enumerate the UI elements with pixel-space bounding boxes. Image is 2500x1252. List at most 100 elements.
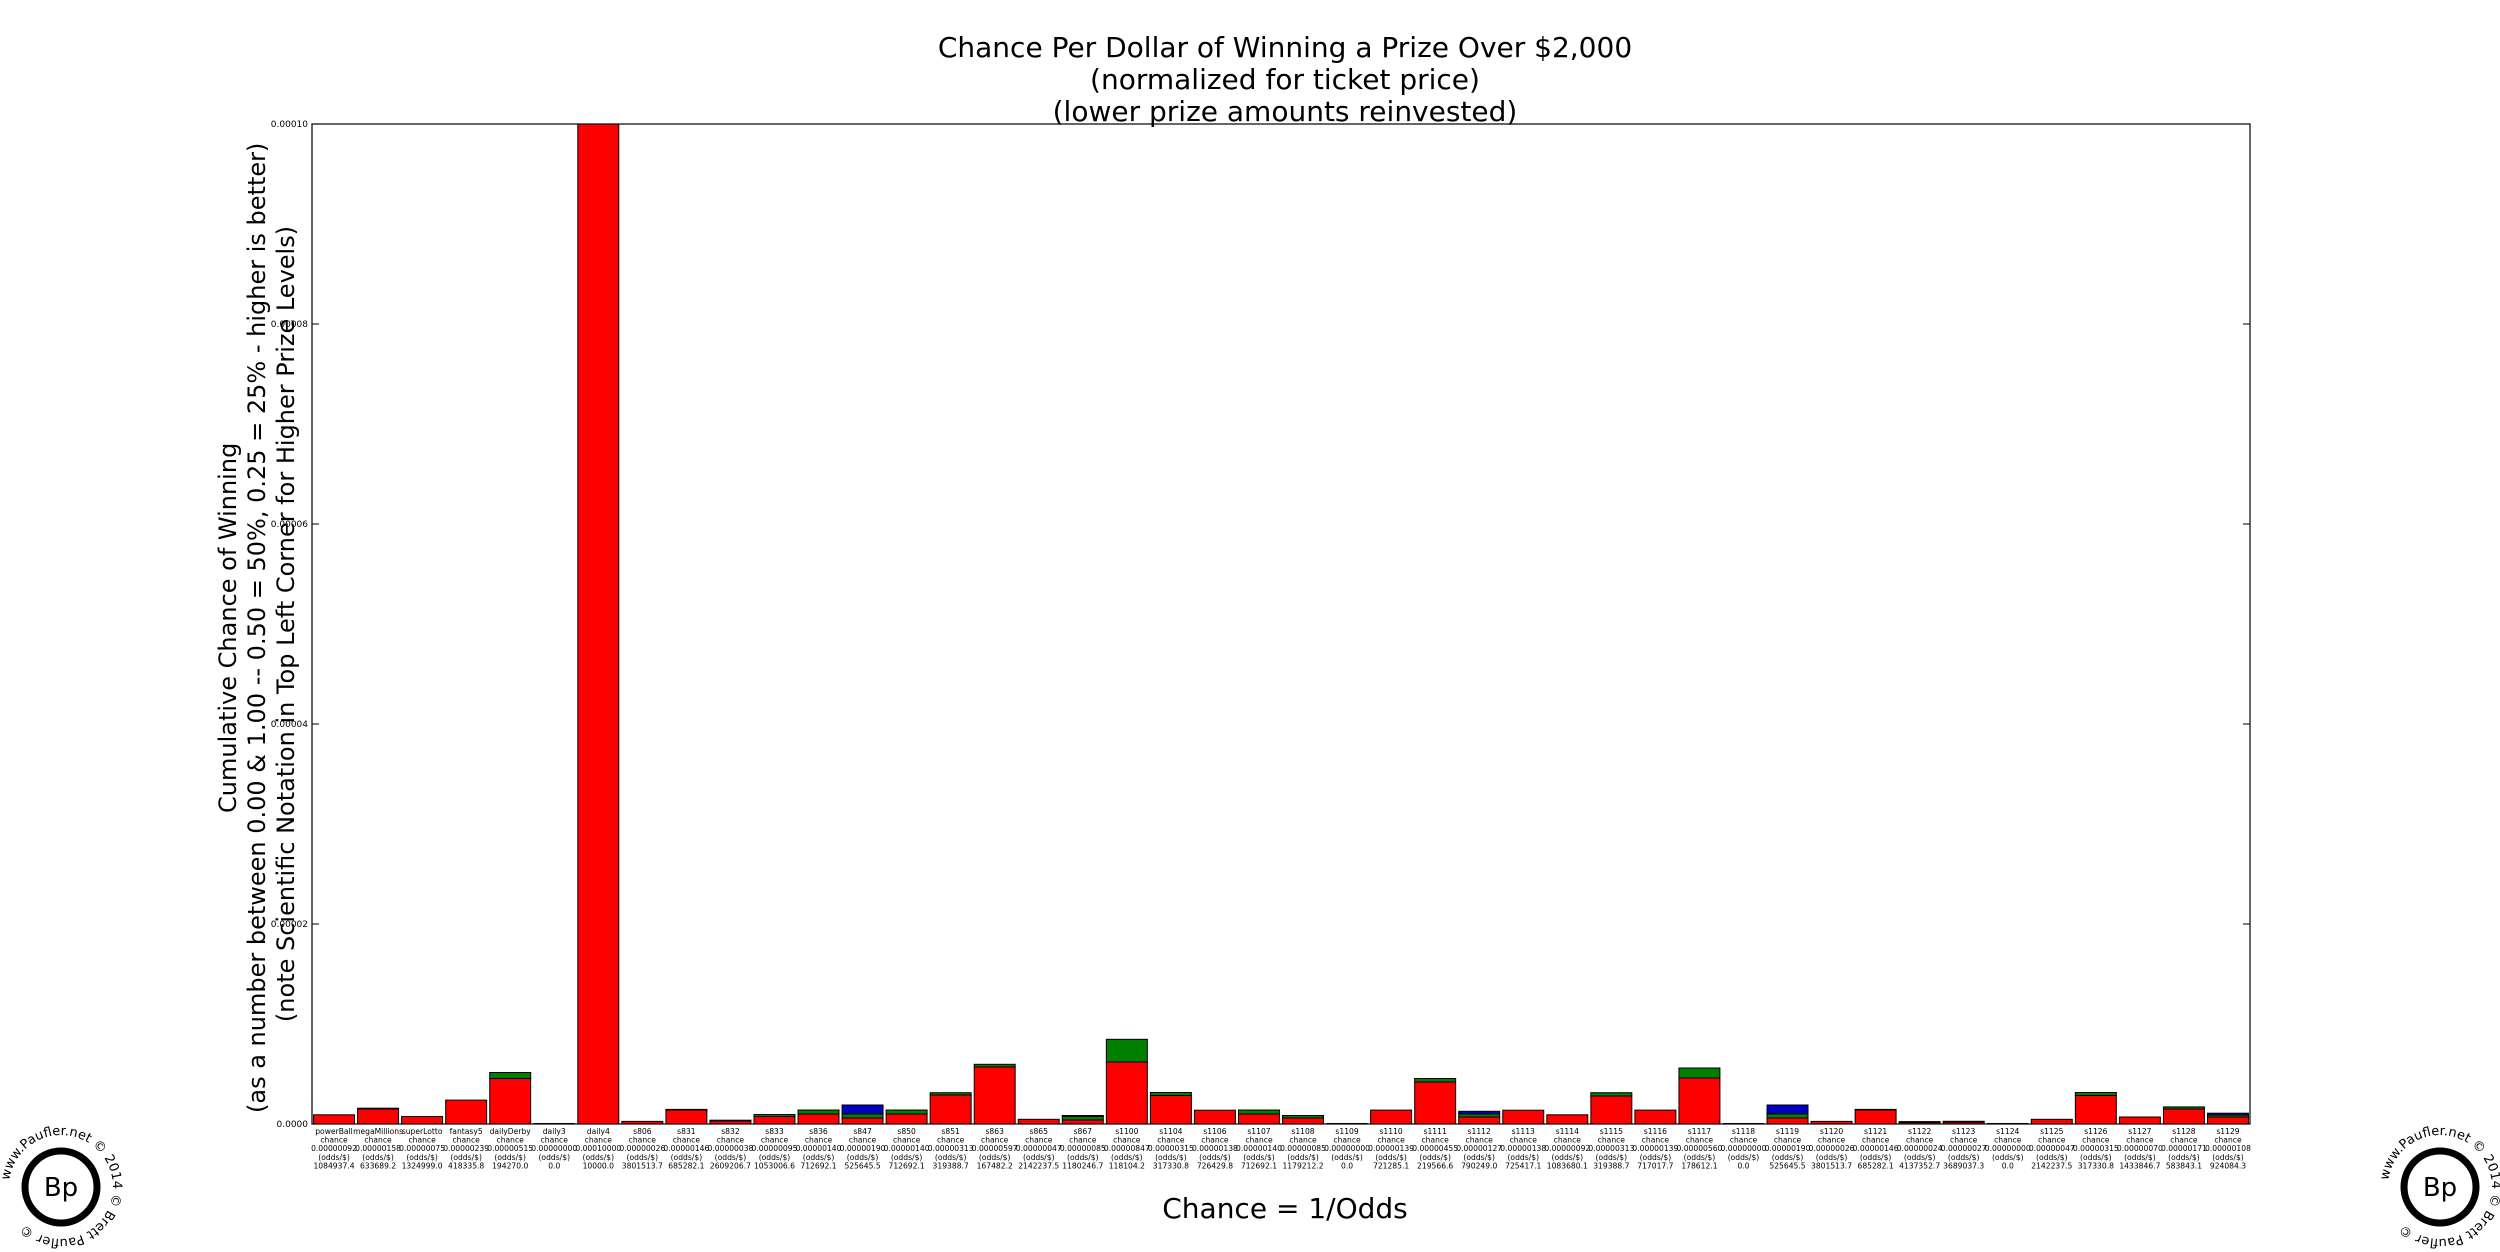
x-tick-label-superLotto: superLotto chance 0.00000075 (odds/$) 132499… xyxy=(399,1127,445,1170)
chart-title-line-2: (normalized for ticket price) xyxy=(1090,63,1480,96)
x-tick-label-s1123: s1123 chance 0.00000027 (odds/$) 3689037.3 xyxy=(1941,1127,1987,1170)
bar-megaMillions-red xyxy=(357,1108,400,1125)
x-tick-label-daily4: daily4 chance 0.00010000 (odds/$) 10000.0 xyxy=(575,1127,621,1170)
bar-s865-red xyxy=(1017,1118,1060,1125)
bar-s847-green xyxy=(841,1113,884,1119)
bar-s1112-blue xyxy=(1458,1110,1501,1115)
x-tick-label-s865: s865 chance 0.00000047 (odds/$) 2142237.5 xyxy=(1016,1127,1062,1170)
bar-s847-red xyxy=(841,1117,884,1125)
bar-s1115-red xyxy=(1590,1095,1633,1125)
bar-s867-green xyxy=(1061,1116,1104,1121)
bar-fantasy5-red xyxy=(445,1099,488,1125)
bar-s1111-green xyxy=(1414,1078,1457,1083)
bar-s836-red xyxy=(797,1113,840,1125)
bar-s1108-red xyxy=(1282,1117,1325,1125)
x-tick-label-s1121: s1121 chance 0.00000146 (odds/$) 685282.1 xyxy=(1853,1127,1899,1170)
y-tick-label: 0.00010 xyxy=(271,120,308,130)
x-tick-label-s1115: s1115 chance 0.00000313 (odds/$) 319388.7 xyxy=(1588,1127,1634,1170)
x-tick-label-s1111: s1111 chance 0.00000455 (odds/$) 219566.6 xyxy=(1412,1127,1458,1170)
x-tick-label-s1100: s1100 chance 0.00000847 (odds/$) 118104.2 xyxy=(1104,1127,1150,1170)
chart-title-line-1: Chance Per Dollar of Winning a Prize Ove… xyxy=(937,31,1633,64)
x-tick-label-s1122: s1122 chance 0.00000024 (odds/$) 4137352.7 xyxy=(1897,1127,1943,1170)
x-tick-label-s1127: s1127 chance 0.00000070 (odds/$) 1433846.7 xyxy=(2117,1127,2163,1170)
plot-frame xyxy=(311,123,2251,1125)
bar-s850-red xyxy=(885,1113,928,1125)
y-axis-ticks: 0.0000 0.00002 0.00004 0.00006 0.00008 0.0001… xyxy=(271,120,2250,1130)
x-tick-label-s847: s847 chance 0.00000190 (odds/$) 525645.5 xyxy=(840,1127,886,1170)
bar-daily4-red xyxy=(577,123,620,1125)
x-tick-label-s1112: s1112 chance 0.00000127 (odds/$) 790249.0 xyxy=(1456,1127,1502,1170)
x-tick-label-s867: s867 chance 0.00000085 (odds/$) 1180246.7 xyxy=(1060,1127,1106,1170)
bar-s851-green xyxy=(929,1092,972,1096)
x-tick-label-dailyDerby: dailyDerby chance 0.00000515 (odds/$) 194270… xyxy=(487,1127,533,1170)
bar-s1129-red xyxy=(2207,1116,2249,1125)
x-tick-label-s1129: s1129 chance 0.00000108 (odds/$) 924084.3 xyxy=(2205,1127,2251,1170)
bar-s1129-blue xyxy=(2207,1112,2249,1116)
bar-s851-red xyxy=(929,1094,972,1125)
bar-s1122-green xyxy=(1898,1121,1941,1123)
x-tick-label-s1126: s1126 chance 0.00000315 (odds/$) 317330.8 xyxy=(2073,1127,2119,1170)
bar-s1119-blue xyxy=(1766,1104,1809,1115)
bar-s1104-green xyxy=(1149,1092,1192,1096)
bar-s1117-red xyxy=(1678,1077,1721,1125)
y-tick-label: 0.00004 xyxy=(271,720,308,730)
bar-s1126-red xyxy=(2074,1095,2117,1125)
bar-s1111-red xyxy=(1414,1081,1457,1125)
bar-s1119-green xyxy=(1766,1113,1809,1119)
x-tick-label-s1107: s1107 chance 0.00000140 (odds/$) 712692.1 xyxy=(1236,1127,1282,1170)
bar-s1114-red xyxy=(1546,1114,1589,1125)
x-tick-label-daily3: daily3 chance 0.00000000 (odds/$) 0.0 xyxy=(531,1127,577,1170)
bar-s1116-red xyxy=(1634,1109,1677,1125)
bar-s1100-green xyxy=(1105,1038,1148,1063)
bar-s850-green xyxy=(885,1109,928,1115)
x-tick-label-s1125: s1125 chance 0.00000047 (odds/$) 2142237.5 xyxy=(2029,1127,2075,1170)
bar-s1100-red xyxy=(1105,1061,1148,1125)
x-tick-label-s1108: s1108 chance 0.00000085 (odds/$) 1179212.2 xyxy=(1280,1127,1326,1170)
bar-s1115-green xyxy=(1590,1092,1633,1097)
bar-s1126-green xyxy=(2074,1092,2117,1096)
x-tick-label-s1113: s1113 chance 0.00000138 (odds/$) 725417.1 xyxy=(1500,1127,1546,1170)
x-axis-label: Chance = 1/Odds xyxy=(1162,1192,1408,1225)
x-tick-label-s1110: s1110 chance 0.00000139 (odds/$) 721285.1 xyxy=(1368,1127,1414,1170)
bar-s867-blue xyxy=(1061,1115,1104,1117)
bar-s1119-red xyxy=(1766,1117,1809,1125)
bar-s1121-green xyxy=(1854,1108,1897,1111)
x-tick-label-s1109: s1109 chance 0.00000000 (odds/$) 0.0 xyxy=(1324,1127,1370,1170)
x-tick-label-s863: s863 chance 0.00000597 (odds/$) 167482.2 xyxy=(972,1127,1018,1170)
chart-title-line-3: (lower prize amounts reinvested) xyxy=(1052,95,1518,128)
bar-s1110-red xyxy=(1370,1109,1413,1125)
x-tick-label-s1120: s1120 chance 0.00000026 (odds/$) 3801513.7 xyxy=(1809,1127,1855,1170)
x-tick-label-s1106: s1106 chance 0.00000138 (odds/$) 726429.8 xyxy=(1192,1127,1238,1170)
bar-s1106-red xyxy=(1193,1109,1236,1125)
watermark-logo-right: Bp www.Paufler.net © 2014 © Brett Paufle… xyxy=(2377,1124,2500,1250)
x-tick-label-s836: s836 chance 0.00000140 (odds/$) 712692.1 xyxy=(796,1127,842,1170)
y-tick-label: 0.00006 xyxy=(271,520,308,530)
bar-s1125-red xyxy=(2030,1118,2073,1125)
bar-s1128-green xyxy=(2162,1106,2205,1110)
watermark-logo-left: Bp www.Paufler.net © 2014 © Brett Paufle… xyxy=(0,1124,124,1250)
bars-layer xyxy=(313,123,2249,1125)
bar-s1117-green xyxy=(1678,1067,1721,1079)
x-tick-label-s851: s851 chance 0.00000313 (odds/$) 319388.7 xyxy=(928,1127,974,1170)
x-tick-label-s833: s833 chance 0.00000095 (odds/$) 1053006.6 xyxy=(752,1127,798,1170)
x-tick-labels: powerBall chance 0.00000092 (odds/$) 1084937… xyxy=(311,1127,2251,1170)
x-tick-label-s850: s850 chance 0.00000140 (odds/$) 712692.1 xyxy=(884,1127,930,1170)
bar-megaMillions-green xyxy=(357,1107,400,1110)
x-tick-label-s1114: s1114 chance 0.00000092 (odds/$) 1083680.1 xyxy=(1544,1127,1590,1170)
x-tick-label-s806: s806 chance 0.00000026 (odds/$) 3801513.7 xyxy=(619,1127,665,1170)
bar-s832-green xyxy=(709,1119,752,1122)
bar-s831-green xyxy=(665,1108,708,1111)
x-tick-label-s1104: s1104 chance 0.00000315 (odds/$) 317330.8 xyxy=(1148,1127,1194,1170)
x-tick-label-s831: s831 chance 0.00000146 (odds/$) 685282.1 xyxy=(663,1127,709,1170)
y-tick-label: 0.00002 xyxy=(271,920,308,930)
bar-s863-green xyxy=(973,1063,1016,1068)
bar-s863-red xyxy=(973,1066,1016,1125)
x-tick-label-s1119: s1119 chance 0.00000190 (odds/$) 525645.5 xyxy=(1765,1127,1811,1170)
bar-s1123-green xyxy=(1942,1120,1985,1123)
bar-s1108-green xyxy=(1282,1115,1325,1119)
x-tick-label-s1124: s1124 chance 0.00000000 (odds/$) 0.0 xyxy=(1985,1127,2031,1170)
x-tick-label-fantasy5: fantasy5 chance 0.00000239 (odds/$) 418335.8 xyxy=(443,1127,489,1170)
svg-text:Bp: Bp xyxy=(44,1173,78,1203)
bar-s1127-red xyxy=(2118,1116,2161,1125)
